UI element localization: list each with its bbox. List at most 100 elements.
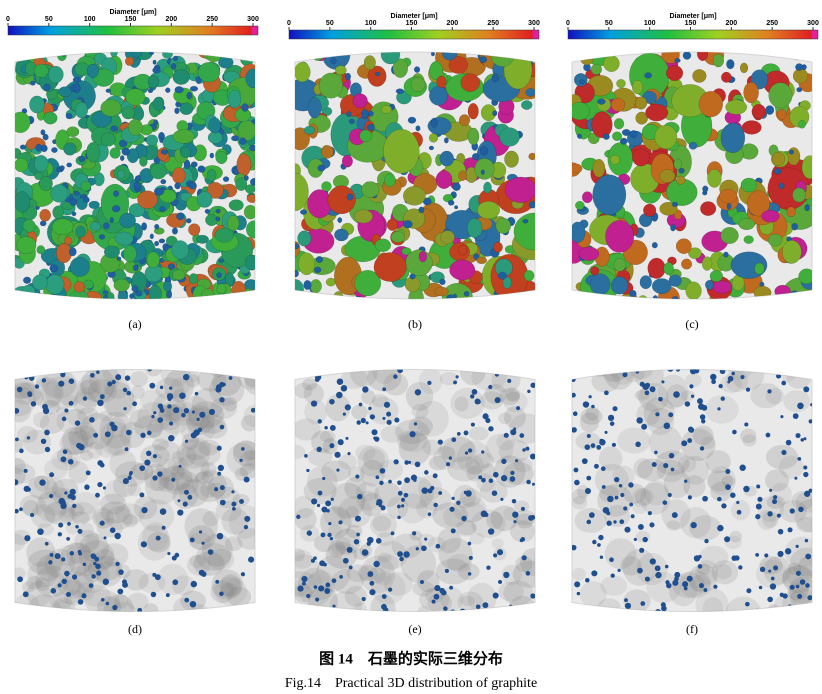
dot-particle (655, 412, 660, 417)
particle (327, 185, 356, 215)
dot-particle (697, 564, 703, 569)
dot-particle (412, 531, 417, 536)
particle (751, 104, 766, 120)
dot-particle (666, 582, 672, 589)
particle (309, 279, 322, 294)
dot-particle (311, 498, 318, 505)
particle (83, 196, 90, 203)
dot-particle (49, 493, 54, 499)
ghost-particle (378, 459, 403, 481)
dot-particle (413, 478, 417, 482)
dot-particle (336, 378, 344, 385)
dot-particle (231, 490, 235, 494)
dot-particle (491, 490, 498, 496)
particle (318, 72, 344, 99)
ghost-particle (68, 425, 99, 448)
ghost-particle (740, 428, 757, 444)
dot-particle (787, 527, 793, 533)
dot-particle (297, 585, 304, 592)
ghost-particle (130, 371, 148, 387)
dot-particle (795, 544, 799, 548)
ghost-particle (163, 472, 194, 495)
particle (652, 295, 659, 299)
ghost-particle (450, 387, 485, 419)
dot-particle (730, 492, 736, 498)
dot-particle (663, 422, 671, 430)
dot-particle (609, 421, 615, 426)
particle (163, 280, 173, 292)
dot-particle (521, 555, 527, 561)
particle (743, 81, 759, 104)
ghost-particle (350, 369, 378, 388)
particle (504, 150, 519, 168)
dot-particle (699, 446, 705, 451)
dot-particle (169, 386, 173, 390)
particle (591, 111, 613, 139)
ghost-particle (137, 525, 171, 561)
particle (383, 128, 420, 174)
particle (471, 152, 480, 161)
dot-particle (500, 475, 508, 482)
dot-particle (216, 445, 222, 451)
particle (495, 217, 511, 234)
dot-particle (773, 565, 779, 571)
ghost-particle (22, 581, 35, 594)
ghost-particle (585, 406, 600, 421)
ghost-particle (58, 507, 78, 522)
ghost-particle (783, 390, 811, 413)
dot-particle (724, 536, 731, 543)
dot-particle (187, 494, 193, 500)
ghost-particle (82, 584, 111, 607)
particle (231, 52, 237, 57)
particle (337, 217, 343, 224)
particle (467, 103, 479, 120)
dot-particle (644, 576, 650, 582)
ghost-particle (580, 408, 603, 425)
ghost-particle (68, 461, 89, 484)
dot-particle (161, 525, 166, 530)
ghost-particle (419, 487, 452, 511)
ghost-particle (26, 575, 43, 590)
particle (380, 52, 401, 65)
particle (248, 144, 255, 152)
particle (230, 290, 247, 299)
particle (180, 146, 192, 158)
ghost-particle (64, 566, 94, 597)
dot-particle (789, 584, 795, 590)
dot-particle (81, 593, 87, 599)
dot-particle (522, 448, 526, 452)
ghost-particle (432, 502, 468, 529)
ghost-particle (132, 462, 154, 480)
dot-particle (683, 586, 688, 591)
dot-particle (572, 392, 576, 398)
dot-particle (467, 572, 472, 576)
particle (73, 83, 81, 94)
dot-particle (44, 446, 51, 453)
dot-particle (250, 407, 255, 413)
dot-particle (755, 552, 760, 557)
dot-particle (58, 380, 65, 387)
dot-particle (244, 515, 251, 522)
dot-particle (337, 439, 344, 446)
particles (572, 52, 812, 299)
ghost-particle (178, 479, 209, 507)
ghost-particle (314, 534, 335, 553)
dot-particle (329, 536, 334, 541)
ghost-particle (600, 575, 628, 596)
ghost-particle (77, 374, 102, 400)
ghost-particle (175, 471, 199, 496)
ghost-particle (166, 404, 184, 423)
particle (774, 168, 782, 175)
dot-particle (214, 487, 219, 492)
dot-particle (17, 576, 23, 583)
ghost-particle (69, 429, 94, 454)
dot-particle (795, 570, 801, 576)
dot-particle (15, 408, 20, 414)
ghost-particle (692, 425, 714, 446)
particle (467, 127, 480, 146)
dot-particle (639, 547, 645, 553)
dot-particle (529, 453, 535, 460)
particle (29, 80, 36, 86)
dot-particle (310, 558, 316, 563)
colorbar-tick-label: 200 (725, 20, 737, 27)
